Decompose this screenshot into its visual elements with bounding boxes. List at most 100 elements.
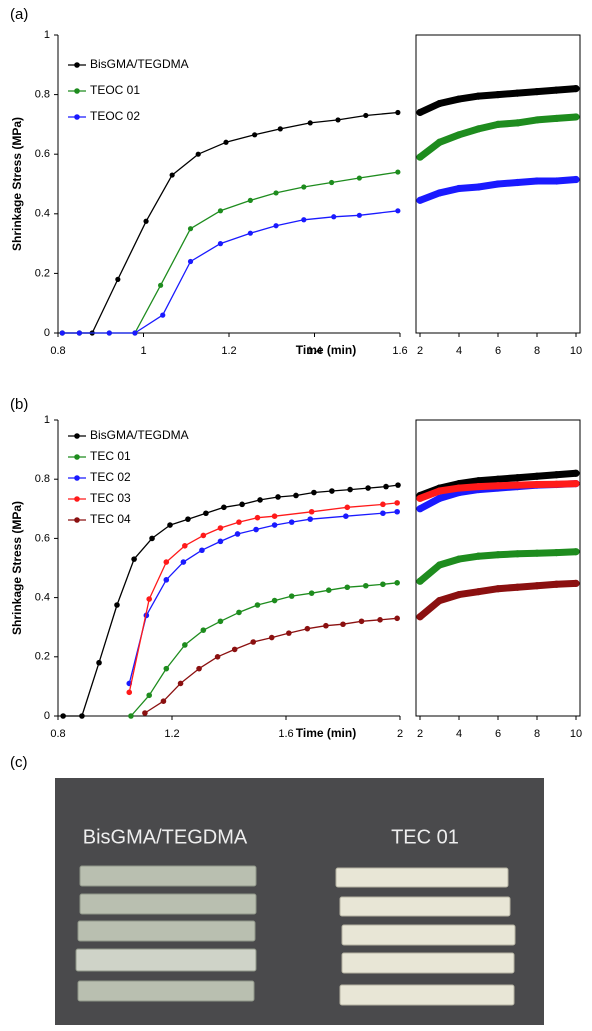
data-point xyxy=(435,487,444,495)
data-point xyxy=(533,177,541,185)
data-point xyxy=(455,131,463,139)
data-point xyxy=(552,86,561,94)
legend-marker xyxy=(74,475,80,481)
data-point xyxy=(301,184,307,190)
data-point xyxy=(455,484,463,492)
data-point xyxy=(533,582,541,590)
y-tick-label: 0.6 xyxy=(35,532,50,544)
data-point xyxy=(513,583,522,591)
data-point xyxy=(76,330,82,336)
y-tick-label: 1 xyxy=(44,29,50,41)
data-point xyxy=(513,178,522,187)
data-point xyxy=(474,92,483,100)
data-point xyxy=(195,151,201,157)
data-point xyxy=(182,642,188,648)
data-point xyxy=(160,698,167,704)
x-tick-label: 2 xyxy=(417,345,423,357)
data-point xyxy=(60,713,66,719)
x-tick-label: 10 xyxy=(570,345,582,357)
data-point xyxy=(114,602,120,608)
data-point xyxy=(128,713,134,719)
y-tick-label: 0 xyxy=(44,327,50,339)
data-point xyxy=(494,551,502,559)
data-point xyxy=(494,585,502,593)
specimens-left xyxy=(75,865,257,1002)
data-point xyxy=(416,494,424,503)
series-line xyxy=(62,171,398,334)
data-point xyxy=(236,519,242,525)
data-point xyxy=(106,330,112,336)
data-point xyxy=(347,486,353,493)
data-point xyxy=(160,312,166,318)
x-tick-label: 4 xyxy=(456,728,462,740)
data-point xyxy=(217,241,224,247)
x-tick-label: 1.6 xyxy=(392,345,407,357)
data-point xyxy=(288,593,295,599)
series-line xyxy=(62,111,398,334)
series-line xyxy=(63,484,399,717)
legend-marker xyxy=(74,517,80,523)
photo: BisGMA/TEGDMA TEC 01 xyxy=(55,778,544,1025)
data-point xyxy=(126,689,133,696)
data-point xyxy=(221,504,227,511)
data-point xyxy=(533,472,541,480)
panel-label: (b) xyxy=(10,396,28,413)
data-point xyxy=(572,548,580,556)
legend-label: BisGMA/TEGDMA xyxy=(90,428,189,442)
data-point xyxy=(474,588,483,596)
data-point xyxy=(435,596,444,605)
data-point xyxy=(395,169,401,175)
data-point xyxy=(377,617,383,623)
data-point xyxy=(250,639,257,645)
legend-label: BisGMA/TEGDMA xyxy=(90,57,189,71)
x-tick-label: 8 xyxy=(534,345,540,357)
data-point xyxy=(182,543,188,549)
data-point xyxy=(286,630,292,636)
data-point xyxy=(79,713,85,719)
photo-label: TEC 01 xyxy=(391,826,459,848)
legend-marker xyxy=(74,433,80,439)
data-point xyxy=(234,531,241,537)
data-point xyxy=(552,480,561,488)
data-point xyxy=(214,654,221,660)
x-axis-title: Time (min) xyxy=(296,726,356,740)
data-point xyxy=(380,501,386,508)
data-point xyxy=(132,330,138,336)
data-point xyxy=(288,519,295,525)
x-tick-label: 1 xyxy=(140,345,146,357)
data-point xyxy=(308,508,315,515)
data-point xyxy=(331,214,337,220)
data-point xyxy=(435,99,444,108)
data-point xyxy=(329,488,335,494)
data-point xyxy=(217,525,224,531)
data-point xyxy=(217,618,224,625)
data-point xyxy=(394,580,400,586)
data-point xyxy=(273,190,279,196)
data-point xyxy=(185,516,191,522)
series-line xyxy=(62,210,398,334)
data-point xyxy=(340,621,346,628)
data-point xyxy=(533,549,541,557)
legend-label: TEC 03 xyxy=(90,491,131,505)
data-point xyxy=(196,665,202,672)
y-tick-label: 0.4 xyxy=(35,208,50,220)
data-point xyxy=(158,282,164,288)
data-point xyxy=(277,126,283,132)
data-point xyxy=(533,88,541,96)
data-point xyxy=(247,197,253,203)
data-point xyxy=(187,258,194,265)
data-point xyxy=(533,480,541,489)
data-point xyxy=(435,138,444,146)
data-point xyxy=(552,114,561,123)
data-point xyxy=(513,474,522,482)
data-point xyxy=(96,659,102,666)
data-point xyxy=(380,510,386,517)
data-point xyxy=(572,113,580,121)
data-point xyxy=(363,112,369,119)
data-point xyxy=(200,627,207,633)
data-point xyxy=(163,559,170,565)
data-point xyxy=(344,504,351,511)
x-tick-label: 10 xyxy=(570,728,582,740)
data-point xyxy=(335,117,341,123)
data-point xyxy=(455,591,463,599)
